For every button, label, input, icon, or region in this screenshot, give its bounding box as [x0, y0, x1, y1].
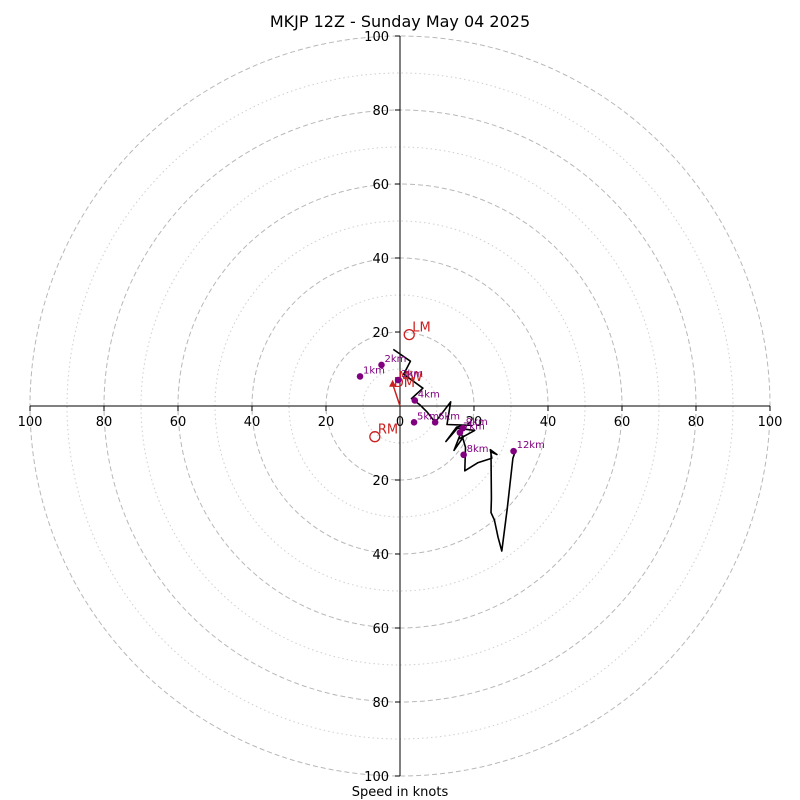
storm-motion-label: RM	[378, 423, 398, 438]
x-tick-label: 80	[96, 415, 113, 430]
tick-labels: 100 80 60 40 20 0 20 40 60 80 100 20 20 40 40 60 60 80 80 1…	[18, 30, 783, 785]
height-marker	[410, 418, 418, 426]
height-marker	[510, 447, 517, 455]
storm-motion-label: LM	[412, 321, 430, 336]
height-marker-label: 9km	[466, 417, 488, 428]
x-tick-label: 40	[540, 415, 557, 430]
height-marker	[460, 451, 467, 459]
x-tick-label: 60	[614, 415, 631, 430]
y-tick-label-top: 40	[372, 252, 389, 267]
y-tick-label-bottom: 40	[372, 548, 389, 563]
x-tick-label: 40	[244, 415, 261, 430]
y-tick-label-bottom: 60	[372, 622, 389, 637]
x-tick-label: 100	[18, 415, 43, 430]
x-tick-label: 20	[466, 415, 483, 430]
x-tick-label: 60	[170, 415, 187, 430]
height-marker	[394, 376, 402, 384]
chart-title: MKJP 12Z - Sunday May 04 2025	[270, 12, 530, 31]
x-tick-label: 0	[396, 415, 404, 430]
height-marker	[356, 373, 364, 380]
height-marker	[431, 418, 439, 426]
x-axis-label: Speed in knots	[352, 785, 449, 800]
height-marker-label: 6km	[438, 411, 460, 422]
shear-vector-head	[389, 379, 397, 387]
height-marker-label: 8km	[467, 444, 489, 455]
shear-vector-line	[391, 383, 401, 407]
height-marker	[411, 397, 419, 404]
storm-motion-label: MW	[399, 370, 423, 385]
x-tick-label: 80	[688, 415, 705, 430]
height-marker-label: 1km	[363, 365, 385, 376]
height-marker	[459, 424, 467, 432]
height-marker	[378, 361, 385, 369]
storm-motion-circle	[369, 431, 381, 443]
hodograph-trace	[392, 348, 517, 552]
height-marker-label: 2km	[385, 354, 407, 365]
y-tick-label-top: 100	[364, 30, 389, 45]
x-tick-label: 100	[758, 415, 783, 430]
height-marker-label: 3km	[401, 369, 423, 380]
y-tick-label-bottom: 20	[372, 474, 389, 489]
y-tick-label-bottom: 100	[364, 770, 389, 785]
height-marker-label: 12km	[517, 440, 545, 451]
height-marker-label: 5km	[417, 411, 439, 422]
storm-motion-circle	[403, 328, 415, 341]
y-tick-label-bottom: 80	[372, 696, 389, 711]
y-tick-label-top: 20	[372, 326, 389, 341]
hodograph-trace-group	[392, 348, 517, 552]
y-tick-label-top: 80	[372, 104, 389, 119]
height-marker-label: 7km	[463, 422, 485, 433]
height-marker-label: 4km	[418, 389, 440, 400]
x-tick-label: 20	[318, 415, 335, 430]
y-tick-label-top: 60	[372, 178, 389, 193]
